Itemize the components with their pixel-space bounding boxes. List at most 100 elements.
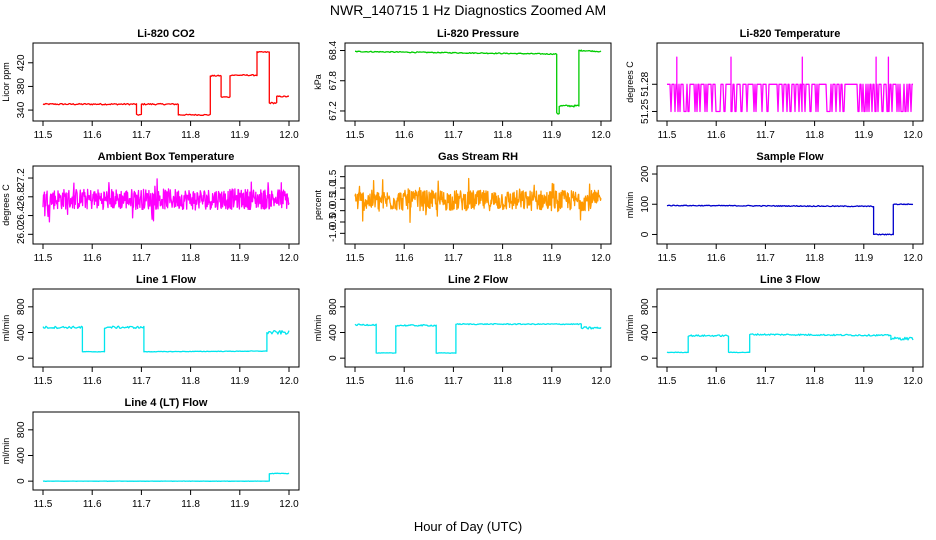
y-axis-label: degrees C bbox=[1, 184, 11, 226]
chart-panel-4: Ambient Box Temperature degrees C 11.5 11.6… bbox=[1, 151, 300, 264]
x-tick-label: 11.7 bbox=[756, 253, 775, 264]
x-tick-label: 11.9 bbox=[542, 130, 561, 141]
y-tick-label: 0 bbox=[640, 355, 651, 361]
x-tick-label: 11.9 bbox=[854, 253, 873, 264]
panel-title: Gas Stream RH bbox=[438, 151, 518, 163]
chart-panel-10: Line 4 (LT) Flow ml/min 11.5 11.6 11.7 11.8 11… bbox=[1, 397, 300, 510]
x-tick-label: 11.5 bbox=[658, 253, 677, 264]
y-tick-label: 400 bbox=[640, 324, 651, 341]
x-tick-label: 11.6 bbox=[707, 130, 726, 141]
plot-frame bbox=[656, 288, 924, 368]
chart-panel-5: Gas Stream RH percent 11.5 11.6 11.7 11.8 11.9… bbox=[313, 151, 612, 264]
panel-title: Line 3 Flow bbox=[760, 274, 820, 286]
x-tick-label: 11.9 bbox=[230, 499, 249, 510]
series-line bbox=[667, 56, 913, 113]
panel-title: Line 1 Flow bbox=[136, 274, 196, 286]
panel-title: Line 2 Flow bbox=[448, 274, 508, 286]
x-tick-label: 11.6 bbox=[83, 130, 102, 141]
x-tick-label: 11.9 bbox=[542, 376, 561, 387]
x-tick-label: 11.8 bbox=[805, 130, 824, 141]
y-tick-label: 68.4 bbox=[328, 40, 339, 60]
y-tick-label: 51.25 bbox=[640, 99, 651, 124]
y-axis-label: ml/min bbox=[625, 192, 635, 219]
x-tick-label: 11.5 bbox=[658, 376, 677, 387]
plot-frame bbox=[656, 42, 924, 122]
chart-panel-9: Line 3 Flow ml/min 11.5 11.6 11.7 11.8 11.9 12.… bbox=[625, 274, 924, 387]
y-axis-label: ml/min bbox=[1, 438, 11, 465]
x-tick-label: 11.6 bbox=[83, 499, 102, 510]
series-line bbox=[42, 472, 290, 482]
x-tick-label: 11.7 bbox=[132, 376, 151, 387]
panel-title: Ambient Box Temperature bbox=[98, 151, 235, 163]
y-tick-label: 800 bbox=[328, 298, 339, 315]
x-tick-label: 11.6 bbox=[395, 130, 414, 141]
plot-frame bbox=[344, 42, 612, 122]
y-axis-label: ml/min bbox=[1, 315, 11, 342]
series-line bbox=[42, 50, 290, 117]
x-tick-label: 11.5 bbox=[346, 130, 365, 141]
x-tick-label: 12.0 bbox=[903, 376, 923, 387]
figure-xlabel: Hour of Day (UTC) bbox=[414, 519, 522, 534]
x-tick-label: 11.7 bbox=[132, 130, 151, 141]
x-tick-label: 11.7 bbox=[132, 253, 151, 264]
x-tick-label: 11.6 bbox=[83, 376, 102, 387]
x-tick-label: 11.7 bbox=[444, 376, 463, 387]
x-tick-label: 11.7 bbox=[756, 130, 775, 141]
chart-panel-2: Li-820 Pressure kPa 11.5 11.6 11.7 11.8 11.9 12… bbox=[313, 28, 612, 141]
panel-title: Li-820 Temperature bbox=[740, 28, 841, 40]
y-axis-label: degrees C bbox=[625, 61, 635, 103]
plot-frame bbox=[32, 288, 300, 368]
x-tick-label: 11.7 bbox=[132, 499, 151, 510]
x-tick-label: 11.5 bbox=[34, 253, 53, 264]
x-tick-label: 11.6 bbox=[83, 253, 102, 264]
x-tick-label: 12.0 bbox=[903, 253, 923, 264]
x-tick-label: 11.6 bbox=[395, 253, 414, 264]
x-tick-label: 12.0 bbox=[591, 376, 611, 387]
panel-title: Line 4 (LT) Flow bbox=[125, 397, 208, 409]
y-tick-label: 420 bbox=[16, 54, 27, 71]
chart-panel-6: Sample Flow ml/min 11.5 11.6 11.7 11.8 11.9 12.… bbox=[625, 151, 924, 264]
x-tick-label: 11.5 bbox=[34, 376, 53, 387]
y-tick-label: 400 bbox=[16, 447, 27, 464]
y-axis-label: percent bbox=[313, 189, 323, 220]
x-tick-label: 11.8 bbox=[181, 253, 200, 264]
series-line bbox=[42, 178, 290, 223]
x-tick-label: 12.0 bbox=[591, 130, 611, 141]
y-axis-label: kPa bbox=[313, 74, 323, 90]
chart-panel-7: Line 1 Flow ml/min 11.5 11.6 11.7 11.8 11.9 12.… bbox=[1, 274, 300, 387]
chart-panel-3: Li-820 Temperature degrees C 11.5 11.6 11.7 1… bbox=[625, 28, 924, 141]
x-tick-label: 11.7 bbox=[444, 253, 463, 264]
y-tick-label: 26.0 bbox=[16, 224, 27, 244]
x-tick-label: 12.0 bbox=[279, 376, 299, 387]
y-tick-label: 800 bbox=[640, 298, 651, 315]
x-tick-label: 11.8 bbox=[493, 130, 512, 141]
panel-title: Li-820 Pressure bbox=[437, 28, 519, 40]
figure-title: NWR_140715 1 Hz Diagnostics Zoomed AM bbox=[330, 2, 606, 18]
x-tick-label: 11.5 bbox=[658, 130, 677, 141]
x-tick-label: 11.6 bbox=[395, 376, 414, 387]
y-tick-label: 0 bbox=[640, 231, 651, 237]
x-tick-label: 11.7 bbox=[756, 376, 775, 387]
x-tick-label: 11.9 bbox=[542, 253, 561, 264]
y-tick-label: 800 bbox=[16, 298, 27, 315]
series-line bbox=[42, 325, 290, 353]
series-line bbox=[354, 322, 602, 354]
y-tick-label: 0.5 bbox=[328, 192, 339, 206]
y-tick-label: -0.5 bbox=[328, 213, 339, 231]
y-tick-label: 26.8 bbox=[16, 187, 27, 207]
plot-frame bbox=[656, 165, 924, 245]
y-tick-label: 1.5 bbox=[328, 169, 339, 183]
x-tick-label: 11.8 bbox=[805, 376, 824, 387]
x-tick-label: 11.8 bbox=[181, 130, 200, 141]
series-line bbox=[355, 49, 602, 115]
y-tick-label: 1.0 bbox=[328, 181, 339, 195]
y-tick-label: 67.2 bbox=[328, 101, 339, 121]
x-tick-label: 12.0 bbox=[591, 253, 611, 264]
chart-panel-1: Li-820 CO2 Licor ppm 11.5 11.6 11.7 11.8 11.9 1… bbox=[1, 28, 300, 141]
x-tick-label: 11.8 bbox=[181, 499, 200, 510]
x-tick-label: 11.6 bbox=[707, 376, 726, 387]
y-tick-label: 380 bbox=[16, 78, 27, 95]
x-tick-label: 11.5 bbox=[34, 130, 53, 141]
x-tick-label: 11.6 bbox=[707, 253, 726, 264]
